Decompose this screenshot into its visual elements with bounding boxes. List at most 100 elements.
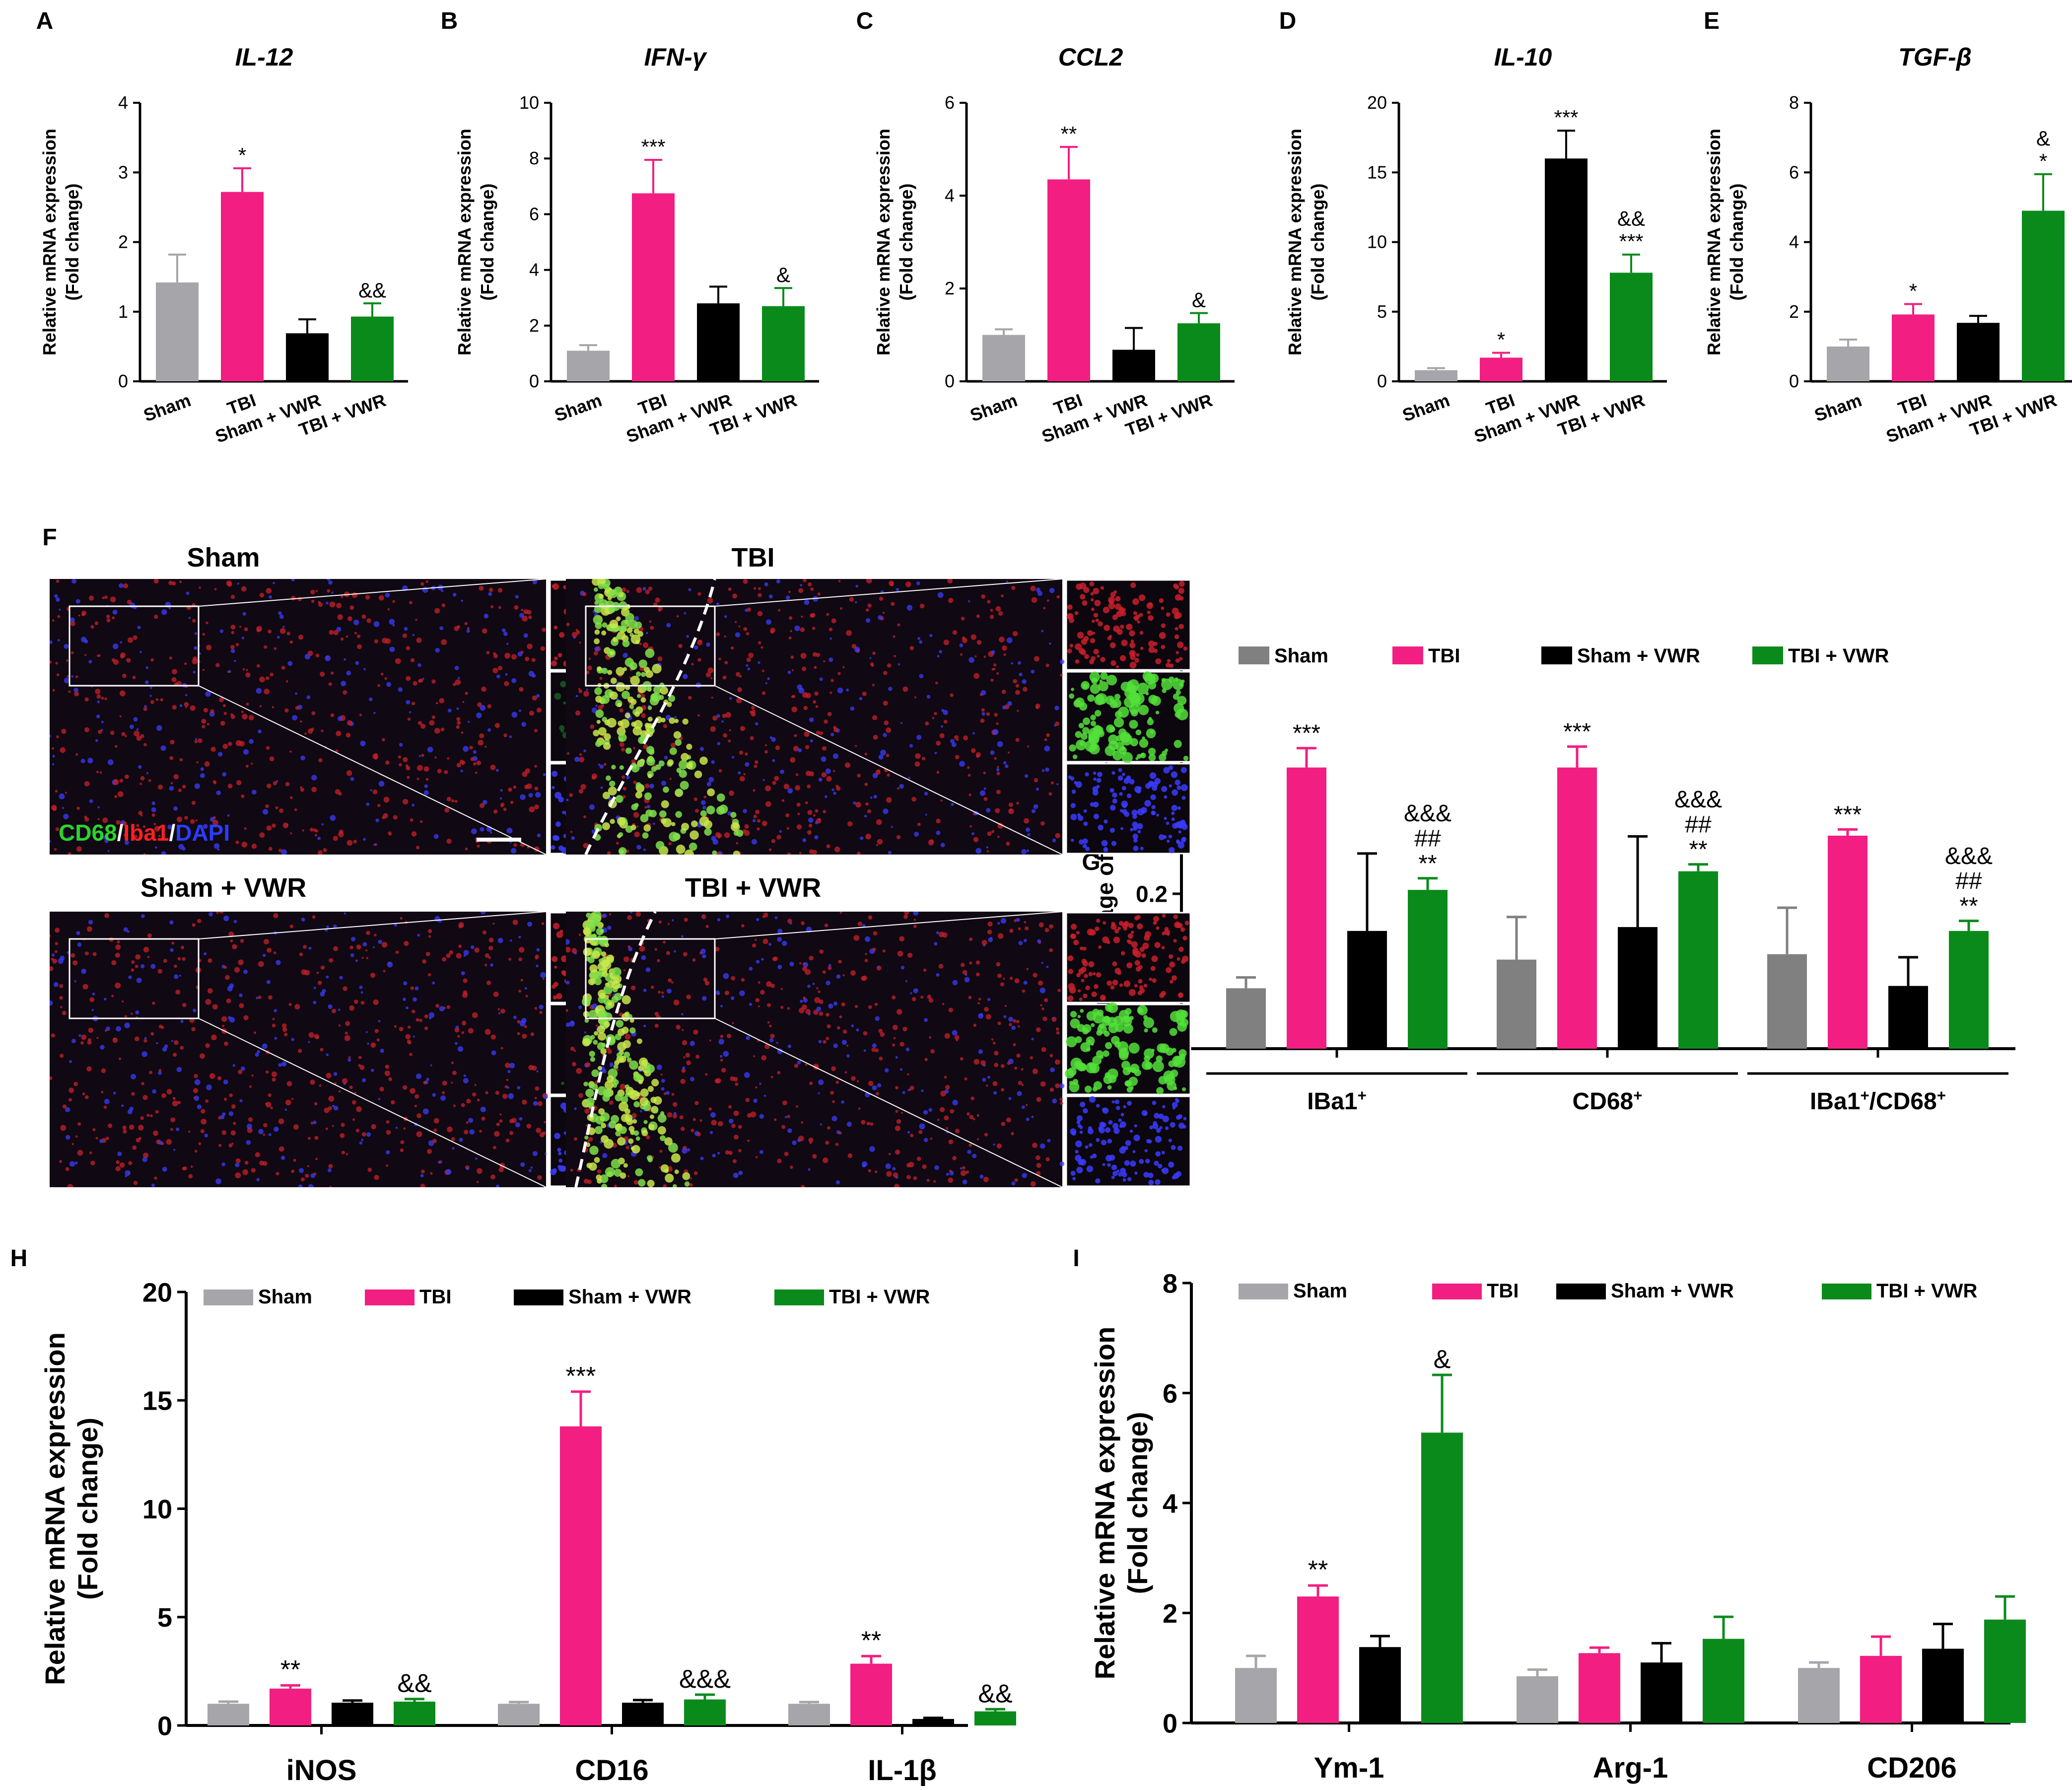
panel-letter: I bbox=[1073, 1245, 1079, 1272]
legend-swatch bbox=[1392, 646, 1423, 664]
significance-label: * bbox=[238, 143, 246, 167]
significance-label: * bbox=[1497, 328, 1505, 351]
significance-label: && bbox=[978, 1679, 1012, 1708]
stain-legend-part: DAPI bbox=[175, 820, 230, 846]
legend-label: TBI bbox=[1428, 645, 1460, 667]
y-tick-label: 0 bbox=[1789, 371, 1799, 391]
bar bbox=[1287, 767, 1326, 1049]
x-tick-label: Sham bbox=[1812, 390, 1865, 426]
significance-label: * bbox=[2039, 149, 2047, 173]
y-tick-label: 5 bbox=[157, 1603, 172, 1633]
significance-label: ## bbox=[1685, 811, 1712, 838]
bar bbox=[1610, 273, 1653, 381]
bar bbox=[286, 333, 329, 381]
bar bbox=[1957, 323, 2000, 381]
y-axis-label: (Fold change) bbox=[896, 184, 916, 301]
y-axis-label: (Fold change) bbox=[1727, 184, 1747, 301]
panel-title: TGF-β bbox=[1898, 43, 1972, 71]
y-tick-label: 2 bbox=[1789, 301, 1799, 322]
bar bbox=[1892, 314, 1934, 381]
legend-label: TBI bbox=[419, 1286, 451, 1308]
panel-h: H Relative mRNA expression (Fold change) 0 5… bbox=[10, 1245, 1016, 1787]
bar bbox=[1297, 1596, 1339, 1723]
panel-title: CCL2 bbox=[1058, 43, 1123, 71]
y-tick-label: 0 bbox=[157, 1711, 172, 1741]
panel-letter: F bbox=[42, 524, 57, 551]
significance-label: ** bbox=[280, 1655, 300, 1684]
significance-label: ** bbox=[1308, 1556, 1328, 1584]
y-axis-label: Relative mRNA expression bbox=[873, 129, 894, 356]
panel-a: A IL-12 Relative mRNA expression (Fold chan… bbox=[36, 8, 408, 447]
panel-e: E TGF-β Relative mRNA expression (Fold chan… bbox=[1704, 8, 2072, 447]
legend-label: TBI + VWR bbox=[1876, 1280, 1977, 1302]
stain-legend-part: Iba1 bbox=[123, 820, 169, 846]
bar bbox=[567, 351, 610, 381]
bar bbox=[560, 1426, 602, 1725]
significance-label: ** bbox=[861, 1626, 881, 1655]
bar bbox=[788, 1704, 830, 1725]
significance-label: & bbox=[1192, 288, 1206, 312]
bar bbox=[697, 303, 740, 381]
x-tick-label: Sham bbox=[1400, 390, 1452, 426]
stain-legend-part: / bbox=[169, 820, 176, 846]
panel-title: IFN-γ bbox=[644, 43, 708, 71]
legend-label: Sham bbox=[1293, 1280, 1347, 1302]
legend-swatch bbox=[514, 1289, 563, 1305]
y-tick-label: 6 bbox=[529, 204, 539, 224]
y-tick-label: 15 bbox=[142, 1386, 172, 1416]
y-axis-label: Relative mRNA expression bbox=[1089, 1327, 1120, 1680]
bar bbox=[1226, 988, 1266, 1049]
bar bbox=[1922, 1648, 1964, 1723]
bar bbox=[1767, 954, 1807, 1049]
y-tick-label: 2 bbox=[945, 278, 955, 298]
bar bbox=[1641, 1662, 1682, 1723]
bar bbox=[221, 192, 264, 381]
x-tick-label: iNOS bbox=[286, 1754, 357, 1787]
y-tick-label: 8 bbox=[1163, 1269, 1177, 1298]
y-tick-label: 20 bbox=[1367, 92, 1387, 113]
panel-d: D IL-10 Relative mRNA expression (Fold chan… bbox=[1279, 8, 1667, 447]
y-tick-label: 4 bbox=[118, 92, 128, 113]
legend-swatch bbox=[1239, 646, 1269, 664]
bar bbox=[1235, 1668, 1277, 1723]
bar bbox=[332, 1703, 373, 1725]
bar bbox=[2022, 211, 2065, 381]
y-axis-label: (Fold change) bbox=[1308, 184, 1328, 301]
significance-label: *** bbox=[1563, 719, 1591, 745]
significance-label: &&& bbox=[679, 1665, 731, 1694]
bar bbox=[207, 1704, 249, 1725]
bar bbox=[1545, 158, 1588, 381]
y-tick-label: 8 bbox=[1789, 92, 1799, 113]
significance-label: ** bbox=[1061, 122, 1077, 145]
bar bbox=[1112, 350, 1155, 381]
bar bbox=[1860, 1655, 1902, 1723]
image-label: Sham bbox=[187, 543, 260, 573]
significance-label: && bbox=[358, 279, 386, 302]
bar bbox=[1177, 323, 1220, 381]
bar bbox=[684, 1699, 726, 1725]
y-axis-label: (Fold change) bbox=[62, 184, 82, 301]
bar bbox=[1557, 767, 1597, 1049]
x-tick-label: Sham bbox=[141, 390, 194, 426]
legend-label: TBI + VWR bbox=[829, 1286, 930, 1308]
y-tick-label: 6 bbox=[1163, 1379, 1177, 1409]
legend-label: Sham + VWR bbox=[568, 1286, 691, 1308]
bar bbox=[850, 1663, 892, 1725]
x-tick-label: Arg-1 bbox=[1593, 1752, 1668, 1784]
legend-swatch bbox=[1822, 1284, 1871, 1299]
y-tick-label: 20 bbox=[142, 1278, 172, 1307]
image-label: TBI bbox=[731, 543, 775, 573]
panel-i: I Relative mRNA expression (Fold change) 0 2… bbox=[1073, 1245, 2026, 1784]
image-label: Sham + VWR bbox=[140, 873, 307, 903]
y-tick-label: 6 bbox=[1789, 162, 1799, 182]
panel-b: B IFN-γ Relative mRNA expression (Fold chan… bbox=[441, 8, 819, 447]
x-tick-label: Sham bbox=[552, 390, 605, 426]
y-tick-label: 1 bbox=[118, 301, 128, 322]
y-tick-label: 10 bbox=[142, 1495, 172, 1524]
y-axis-label: (Fold change) bbox=[72, 1418, 103, 1600]
y-tick-label: 4 bbox=[945, 185, 955, 206]
significance-label: & bbox=[776, 263, 790, 286]
bar bbox=[156, 282, 199, 381]
significance-label: *** bbox=[566, 1362, 596, 1391]
